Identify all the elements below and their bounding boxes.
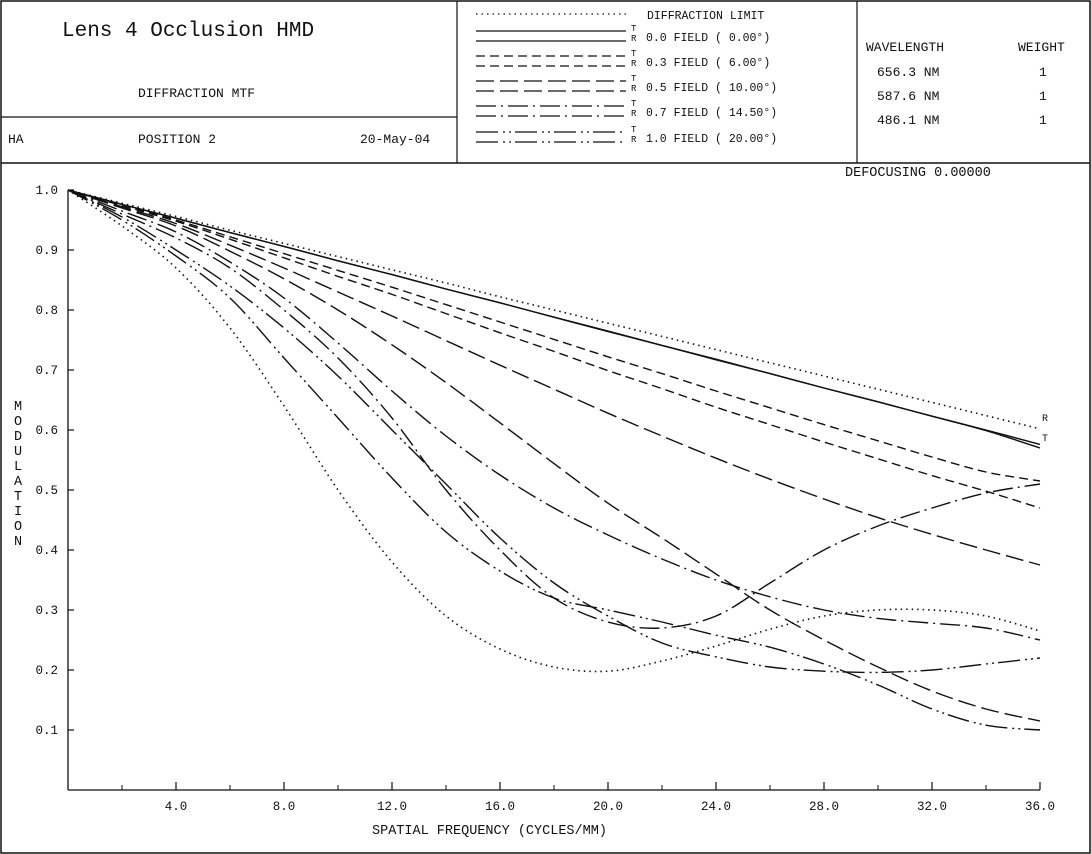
x-tick-label: 24.0 [701,800,731,814]
x-tick-label: 16.0 [485,800,515,814]
series-line-1-0-field-r [67,189,1041,731]
report-date: 20-May-04 [360,132,431,147]
legend-r-marker-3: R [631,109,637,119]
x-tick-label: 12.0 [377,800,407,814]
series-line-diffraction-limit [67,189,1041,430]
wavelength-value-2: 587.6 NM [877,89,940,104]
legend-t-marker-1: T [631,49,637,59]
y-tick-label: 0.8 [35,304,58,318]
weight-value-2: 1 [1039,89,1047,104]
mtf-curves [67,189,1041,731]
weight-value-3: 1 [1039,113,1047,128]
x-axis-title: SPATIAL FREQUENCY (CYCLES/MM) [372,824,607,839]
plot-area: 4.0 8.0 12.0 16.0 20.0 24.0 28.0 32.0 36.0 0.1 0.2… [35,13,1055,814]
report-title: Lens 4 Occlusion HMD [62,20,315,43]
legend-t-marker-3: T [631,99,637,109]
x-tick-label: 36.0 [1025,800,1055,814]
legend-label-field-1: 0.3 FIELD ( 6.00°) [646,57,771,70]
legend-r-marker-2: R [631,84,637,94]
series-line-0-3-field-t [67,189,1041,482]
position-label: POSITION 2 [138,132,217,147]
wavelength-value-3: 486.1 NM [877,113,940,128]
report-subtitle: DIFFRACTION MTF [138,86,256,101]
legend-t-marker-0: T [631,24,637,34]
series-line-diffraction-limit-r [67,189,1041,673]
legend-label-field-0: 0.0 FIELD ( 0.00°) [646,32,771,45]
y-tick-label: 0.7 [35,364,58,378]
axis-ticks: 4.0 8.0 12.0 16.0 20.0 24.0 28.0 32.0 36.0 0.1 0.2… [35,184,1055,814]
y-axis-title: MODULATION [13,400,23,550]
legend-r-marker-1: R [631,59,637,69]
x-tick-label: 4.0 [165,800,188,814]
legend-label-field-2: 0.5 FIELD ( 10.00°) [646,82,778,95]
y-tick-label: 0.4 [35,544,58,558]
x-tick-label: 20.0 [593,800,623,814]
y-tick-label: 0.2 [35,664,58,678]
legend-line-samples [476,13,626,143]
legend-r-marker-0: R [631,34,637,44]
weight-value-1: 1 [1039,65,1047,80]
legend-t-marker-2: T [631,74,637,84]
weight-header: WEIGHT [1018,40,1065,55]
y-tick-label: 0.3 [35,604,58,618]
x-tick-label: 8.0 [273,800,296,814]
series-line-0-7-field-r [67,189,1041,629]
end-label-r: R [1042,414,1049,425]
designer-initials: HA [8,132,24,147]
legend-t-marker-4: T [631,125,637,135]
series-line-1-0-field-t [67,189,1041,674]
series-line-0-0-field-r [67,189,1041,449]
defocusing-value: DEFOCUSING 0.00000 [845,166,991,181]
y-tick-label: 0.1 [35,724,58,738]
wavelength-value-1: 656.3 NM [877,65,940,80]
series-line-0-7-field-t [67,189,1041,641]
x-tick-label: 28.0 [809,800,839,814]
y-tick-label: 0.9 [35,244,58,258]
y-tick-label: 0.6 [35,424,58,438]
series-line-0-5-field-t [67,189,1041,566]
legend-label-field-3: 0.7 FIELD ( 14.50°) [646,107,778,120]
legend-label-field-4: 1.0 FIELD ( 20.00°) [646,133,778,146]
end-label-t: T [1042,434,1049,445]
x-tick-label: 32.0 [917,800,947,814]
legend-r-marker-4: R [631,135,637,145]
legend-label-diffraction: DIFFRACTION LIMIT [647,10,765,23]
y-tick-label: 1.0 [35,184,58,198]
wavelength-header: WAVELENGTH [866,40,945,55]
series-line-0-3-field-r [67,189,1041,509]
series-line-0-5-field-r [67,189,1041,722]
y-tick-label: 0.5 [35,484,58,498]
